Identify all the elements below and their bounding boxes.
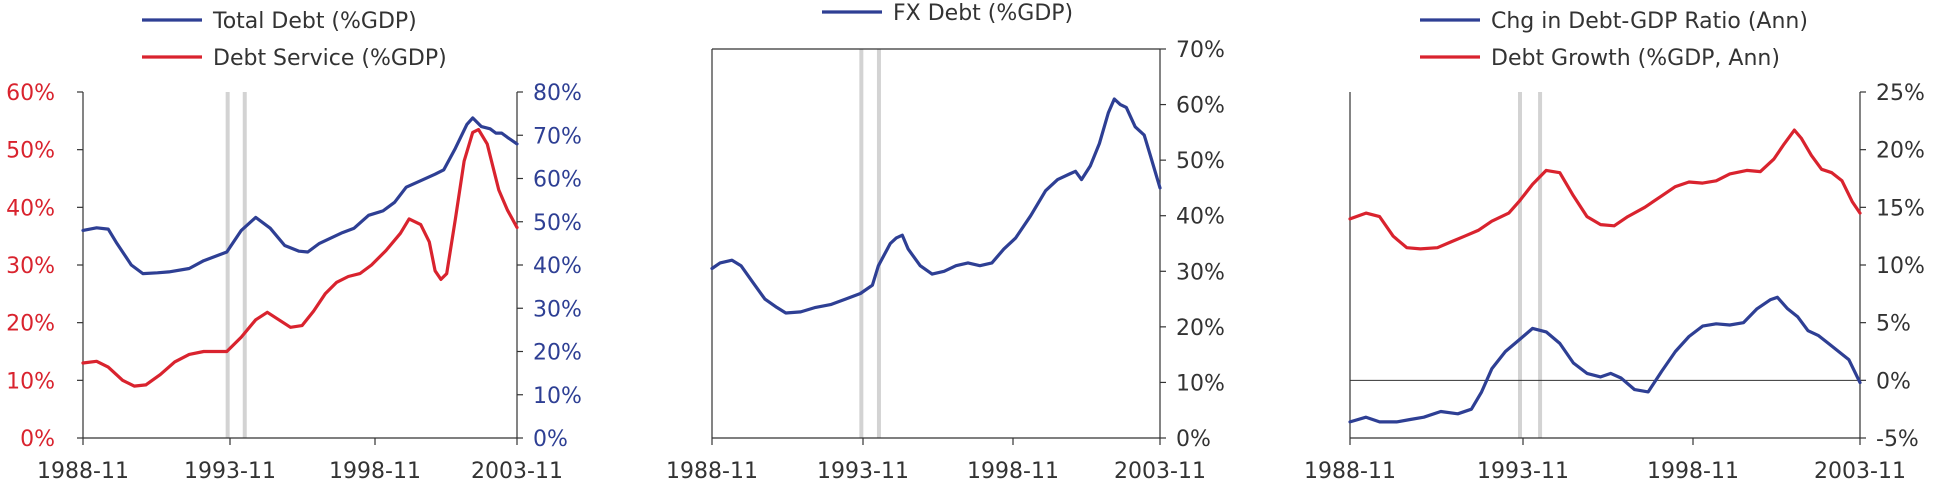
left-axis-tick-label: 0%: [20, 427, 55, 452]
x-tick-label: 1988-11: [1304, 459, 1396, 484]
right-axis-tick-label: 40%: [533, 254, 582, 279]
legend-label: Debt Growth (%GDP, Ann): [1491, 46, 1780, 71]
x-tick-label: 1993-11: [1477, 459, 1569, 484]
series-line-1: [81, 116, 519, 276]
x-tick-label: 1988-11: [37, 459, 129, 484]
left-axis-tick-label: 40%: [6, 196, 55, 221]
right-axis-tick-label: 5%: [1876, 312, 1911, 337]
right-axis-tick-label: 10%: [533, 384, 582, 409]
x-tick-label: 1998-11: [1647, 459, 1739, 484]
right-axis-tick-label: -5%: [1876, 427, 1919, 452]
series-line-2: [1348, 128, 1862, 251]
right-axis-tick-label: 25%: [1876, 81, 1925, 106]
x-tick-label: 2003-11: [471, 459, 563, 484]
x-tick-label: 1998-11: [967, 459, 1059, 484]
right-axis-tick-label: 20%: [533, 341, 582, 366]
series-line-2: [81, 127, 519, 388]
right-axis-tick-label: 0%: [533, 427, 568, 452]
x-tick-label: 1993-11: [817, 459, 909, 484]
x-tick-label: 1998-11: [329, 459, 421, 484]
right-axis-tick-label: 30%: [1176, 260, 1225, 285]
right-axis-tick-label: 80%: [533, 81, 582, 106]
legend-label: Chg in Debt-GDP Ratio (Ann): [1491, 9, 1808, 34]
right-axis-tick-label: 20%: [1876, 139, 1925, 164]
x-tick-label: 1993-11: [184, 459, 276, 484]
series-line-1: [1348, 295, 1862, 424]
right-axis-tick-label: 0%: [1876, 369, 1911, 394]
right-axis-tick-label: 10%: [1176, 371, 1225, 396]
right-axis-tick-label: 50%: [533, 211, 582, 236]
series-line-1: [710, 97, 1162, 315]
right-axis-tick-label: 60%: [533, 168, 582, 193]
right-axis-tick-label: 15%: [1876, 196, 1925, 221]
x-tick-label: 2003-11: [1814, 459, 1906, 484]
legend-label: FX Debt (%GDP): [893, 1, 1073, 26]
legend-label: Total Debt (%GDP): [212, 9, 417, 34]
x-tick-label: 1988-11: [666, 459, 758, 484]
left-axis-tick-label: 20%: [6, 312, 55, 337]
right-axis-tick-label: 30%: [533, 297, 582, 322]
left-axis-tick-label: 10%: [6, 369, 55, 394]
left-axis-tick-label: 50%: [6, 139, 55, 164]
right-axis-tick-label: 0%: [1176, 427, 1211, 452]
legend-label: Debt Service (%GDP): [213, 46, 447, 71]
right-axis-tick-label: 20%: [1176, 316, 1225, 341]
right-axis-tick-label: 70%: [533, 124, 582, 149]
chart-panel-2: 1988-11 1993-11 1998-11 2003-11 0% 10% 20% 30% 4…: [666, 1, 1225, 484]
chart-panel-3: 1988-11 1993-11 1998-11 2003-11 -5% 0% 5% 10% 15…: [1304, 9, 1925, 484]
chart-panel-1: 1988-11 1993-11 1998-11 2003-11 0% 10% 20% 30% 4…: [6, 9, 582, 484]
x-tick-label: 2003-11: [1114, 459, 1206, 484]
right-axis-tick-label: 40%: [1176, 205, 1225, 230]
right-axis-tick-label: 70%: [1176, 38, 1225, 63]
right-axis-tick-label: 50%: [1176, 149, 1225, 174]
left-axis-tick-label: 30%: [6, 254, 55, 279]
left-axis-tick-label: 60%: [6, 81, 55, 106]
right-axis-tick-label: 10%: [1876, 254, 1925, 279]
right-axis-tick-label: 60%: [1176, 94, 1225, 119]
